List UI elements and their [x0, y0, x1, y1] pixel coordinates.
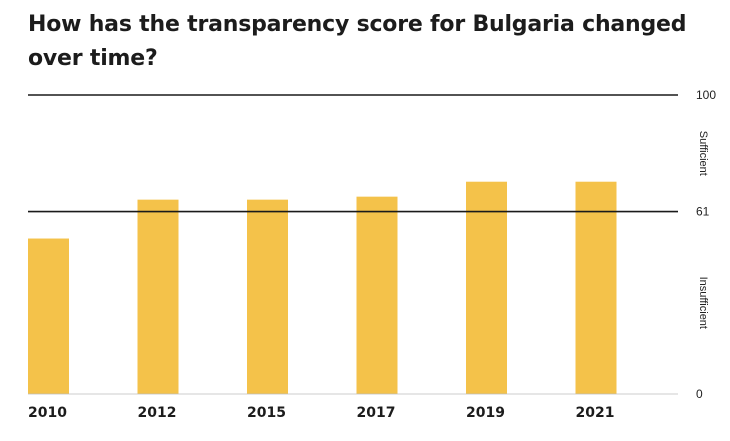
- band-label-insufficient: Insufficient: [697, 277, 709, 329]
- x-label-2012: 2012: [138, 405, 177, 421]
- y-tick-labels: 100 61 0: [696, 88, 716, 401]
- x-label-2019: 2019: [466, 405, 505, 421]
- bar-2010: [28, 238, 69, 394]
- x-label-2015: 2015: [247, 405, 286, 421]
- x-label-2021: 2021: [576, 405, 615, 421]
- bar-2019: [466, 181, 507, 394]
- y-tick-0: 0: [696, 387, 703, 401]
- bar-2015: [247, 199, 288, 394]
- y-tick-100: 100: [696, 88, 716, 102]
- x-label-2010: 2010: [28, 405, 67, 421]
- bar-2017: [356, 196, 398, 394]
- y-tick-61: 61: [696, 205, 710, 219]
- x-label-2017: 2017: [357, 405, 396, 421]
- chart-title: How has the transparency score for Bulga…: [28, 12, 687, 71]
- bars-layer: [28, 181, 617, 394]
- bar-2012: [137, 199, 179, 394]
- band-labels: Sufficient Insufficient: [697, 131, 709, 329]
- x-category-labels: 2010 2012 2015 2017 2019 2021: [28, 405, 614, 421]
- band-label-sufficient: Sufficient: [697, 131, 709, 176]
- reference-lines: [28, 94, 678, 395]
- bar-2021: [575, 181, 617, 394]
